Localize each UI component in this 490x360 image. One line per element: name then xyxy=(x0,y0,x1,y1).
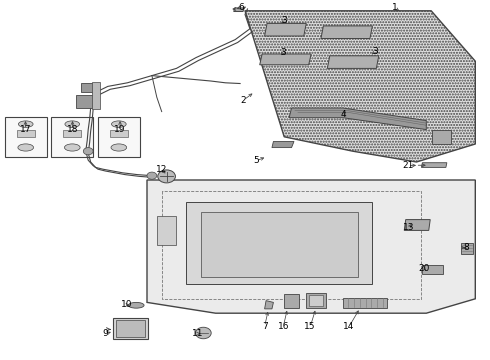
Circle shape xyxy=(158,170,175,183)
Bar xyxy=(306,293,326,308)
Text: 3: 3 xyxy=(280,48,286,57)
Ellipse shape xyxy=(64,144,80,151)
Bar xyxy=(201,212,358,277)
Ellipse shape xyxy=(112,121,126,127)
Text: 20: 20 xyxy=(418,264,430,273)
Polygon shape xyxy=(272,141,294,148)
Bar xyxy=(17,130,34,137)
Text: 12: 12 xyxy=(156,165,168,174)
Text: 5: 5 xyxy=(253,156,259,165)
Text: 10: 10 xyxy=(121,300,132,309)
Text: 1: 1 xyxy=(392,3,397,12)
Polygon shape xyxy=(265,301,273,309)
Text: 8: 8 xyxy=(464,243,469,252)
Bar xyxy=(5,117,47,157)
Text: 6: 6 xyxy=(238,3,244,12)
Polygon shape xyxy=(432,130,451,144)
Circle shape xyxy=(147,172,157,179)
Text: 9: 9 xyxy=(102,329,108,338)
Text: 2: 2 xyxy=(241,95,246,104)
Bar xyxy=(64,130,81,137)
Text: 14: 14 xyxy=(343,323,355,331)
Ellipse shape xyxy=(19,121,33,127)
Polygon shape xyxy=(147,180,475,313)
Polygon shape xyxy=(260,54,311,65)
Text: 16: 16 xyxy=(277,323,289,331)
Bar xyxy=(343,298,387,308)
Ellipse shape xyxy=(65,121,79,127)
Circle shape xyxy=(83,148,93,155)
Text: 4: 4 xyxy=(340,110,346,119)
Text: 21: 21 xyxy=(402,161,414,170)
Polygon shape xyxy=(461,243,473,254)
Ellipse shape xyxy=(128,302,144,308)
Ellipse shape xyxy=(111,144,126,151)
Text: 11: 11 xyxy=(192,329,203,338)
Text: 17: 17 xyxy=(20,125,31,134)
Polygon shape xyxy=(234,8,244,12)
Polygon shape xyxy=(321,26,372,39)
Polygon shape xyxy=(289,108,426,130)
Text: 3: 3 xyxy=(281,16,287,25)
Ellipse shape xyxy=(18,144,33,151)
Text: 19: 19 xyxy=(114,125,126,134)
Polygon shape xyxy=(265,23,306,36)
Text: 3: 3 xyxy=(372,47,378,56)
Polygon shape xyxy=(327,56,379,68)
Polygon shape xyxy=(245,11,475,162)
Bar xyxy=(113,318,148,339)
Polygon shape xyxy=(76,95,98,108)
Text: 7: 7 xyxy=(262,322,268,331)
Polygon shape xyxy=(421,163,447,167)
Polygon shape xyxy=(404,220,430,230)
Bar xyxy=(422,265,443,274)
Bar xyxy=(309,295,323,306)
Bar xyxy=(110,130,127,137)
Bar xyxy=(116,320,145,337)
Bar xyxy=(284,294,299,308)
Polygon shape xyxy=(81,83,98,92)
Circle shape xyxy=(196,327,211,339)
Text: 18: 18 xyxy=(67,125,78,134)
Text: 13: 13 xyxy=(403,223,415,232)
Bar xyxy=(51,117,93,157)
Text: 15: 15 xyxy=(304,323,316,331)
Polygon shape xyxy=(92,82,100,109)
Bar xyxy=(98,117,140,157)
Bar xyxy=(157,216,176,245)
Polygon shape xyxy=(186,202,372,284)
